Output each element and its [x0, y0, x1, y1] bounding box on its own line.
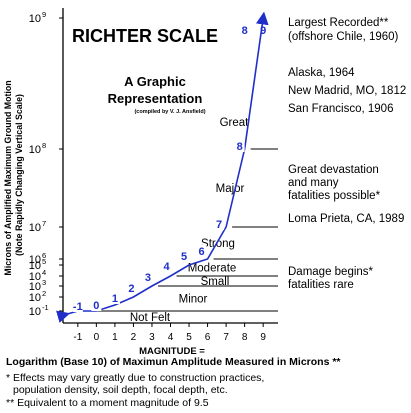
- annotation-chile-1960: (offshore Chile, 1960): [288, 31, 399, 43]
- point-label-5: 4: [163, 261, 170, 273]
- chart-subtitle-line1: A Graphic: [124, 74, 186, 89]
- point-label-7: 6: [199, 246, 205, 258]
- point-label-bg-3: [126, 282, 137, 294]
- footnote-moment-magnitude: ** Equivalent to a moment magnitude of 9…: [6, 397, 209, 409]
- category-label-not-felt: Not Felt: [130, 312, 171, 324]
- chart-credit: (compiled by V. J. Ansfield): [134, 109, 205, 115]
- footnote-population-density: population density, soil depth, focal de…: [13, 384, 228, 396]
- point-label-bg-6: [179, 250, 190, 262]
- footnote-effects-vary: * Effects may vary greatly due to constr…: [6, 372, 265, 384]
- x-tick-label-3: 2: [131, 332, 137, 343]
- y-tick-label-7: 10: [29, 144, 41, 156]
- point-label-bg-0: [72, 300, 83, 312]
- y-tick-label-6: 10: [29, 222, 41, 234]
- point-label-0: -1: [73, 301, 83, 313]
- point-label-1: 0: [93, 300, 99, 312]
- y-tick-label-8: 10: [29, 13, 41, 25]
- y-tick-exp-4: 5: [42, 257, 46, 266]
- x-tick-label-10: 9: [260, 332, 266, 343]
- y-axis-label-line1: Microns of Amplified Maximum Ground Moti…: [3, 80, 13, 275]
- annotation-fatalities-possible: fatalities possible*: [288, 190, 381, 202]
- x-tick-label-7: 6: [205, 332, 211, 343]
- point-label-bg-8: [214, 218, 225, 230]
- category-label-major: Major: [216, 183, 245, 195]
- y-tick-exp-1: 2: [42, 289, 46, 298]
- y-tick-label-2: 10: [29, 281, 41, 293]
- point-label-2: 1: [112, 293, 118, 305]
- point-label-bg-5: [161, 260, 172, 272]
- y-tick-exp-7: 8: [42, 141, 46, 150]
- x-tick-label-8: 7: [223, 332, 229, 343]
- point-label-bg-7: [196, 245, 207, 257]
- point-label-bg-4: [142, 271, 153, 283]
- top-label-8: 8: [242, 25, 248, 37]
- annotation-fatalities-rare: fatalities rare: [288, 279, 354, 291]
- point-label-4: 3: [145, 272, 151, 284]
- category-label-minor: Minor: [179, 294, 208, 306]
- category-label-great: Great: [220, 117, 250, 129]
- x-tick-label-2: 1: [112, 332, 118, 343]
- point-label-bg-9: [234, 140, 245, 152]
- annotation-great-devastation: Great devastation: [288, 164, 379, 176]
- y-tick-label-1: 10: [29, 292, 41, 304]
- annotation-and-many: and many: [288, 177, 339, 189]
- x-tick-label-0: -1: [73, 332, 82, 343]
- y-tick-exp-5: 6: [42, 251, 46, 260]
- point-label-8: 7: [216, 219, 222, 231]
- annotation-largest-recorded: Largest Recorded**: [288, 17, 389, 29]
- y-tick-label-0: 10: [29, 306, 41, 318]
- point-label-bg-1: [91, 299, 102, 311]
- x-tick-label-1: 0: [94, 332, 100, 343]
- x-tick-label-6: 5: [186, 332, 192, 343]
- y-tick-exp-6: 7: [42, 219, 46, 228]
- point-label-6: 5: [181, 251, 187, 263]
- category-label-small: Small: [201, 276, 230, 288]
- annotation-damage-begins: Damage begins*: [288, 266, 374, 278]
- y-tick-exp-8: 9: [42, 10, 46, 19]
- top-label-9: 9: [260, 25, 266, 37]
- chart-title: RICHTER SCALE: [72, 26, 218, 46]
- y-tick-label-5: 10: [29, 254, 41, 266]
- x-tick-label-4: 3: [149, 332, 155, 343]
- category-label-moderate: Moderate: [188, 263, 237, 275]
- chart-subtitle-line2: Representation: [108, 91, 203, 106]
- y-tick-exp-0: -1: [42, 303, 49, 312]
- point-label-bg-2: [109, 292, 120, 304]
- annotation-san-francisco-1906: San Francisco, 1906: [288, 103, 394, 115]
- x-tick-label-5: 4: [168, 332, 174, 343]
- y-tick-exp-2: 3: [42, 278, 46, 287]
- y-tick-exp-3: 4: [42, 268, 46, 277]
- x-axis-label: MAGNITUDE =: [139, 346, 205, 357]
- y-tick-label-3: 10: [29, 271, 41, 283]
- x-tick-label-9: 8: [242, 332, 248, 343]
- point-label-9: 8: [237, 141, 243, 153]
- y-tick-label-4: 10: [29, 260, 41, 272]
- point-label-3: 2: [128, 283, 134, 295]
- x-axis-sublabel: Logarithm (Base 10) of Maximun Amplitude…: [6, 356, 341, 368]
- annotation-alaska-1964: Alaska, 1964: [288, 67, 355, 79]
- annotation-loma-prieta-1989: Loma Prieta, CA, 1989: [288, 213, 405, 225]
- annotation-new-madrid-1812: New Madrid, MO, 1812: [288, 85, 407, 97]
- y-axis-label-line2: (Note Rapidly Changing Vertical Scale): [14, 94, 24, 256]
